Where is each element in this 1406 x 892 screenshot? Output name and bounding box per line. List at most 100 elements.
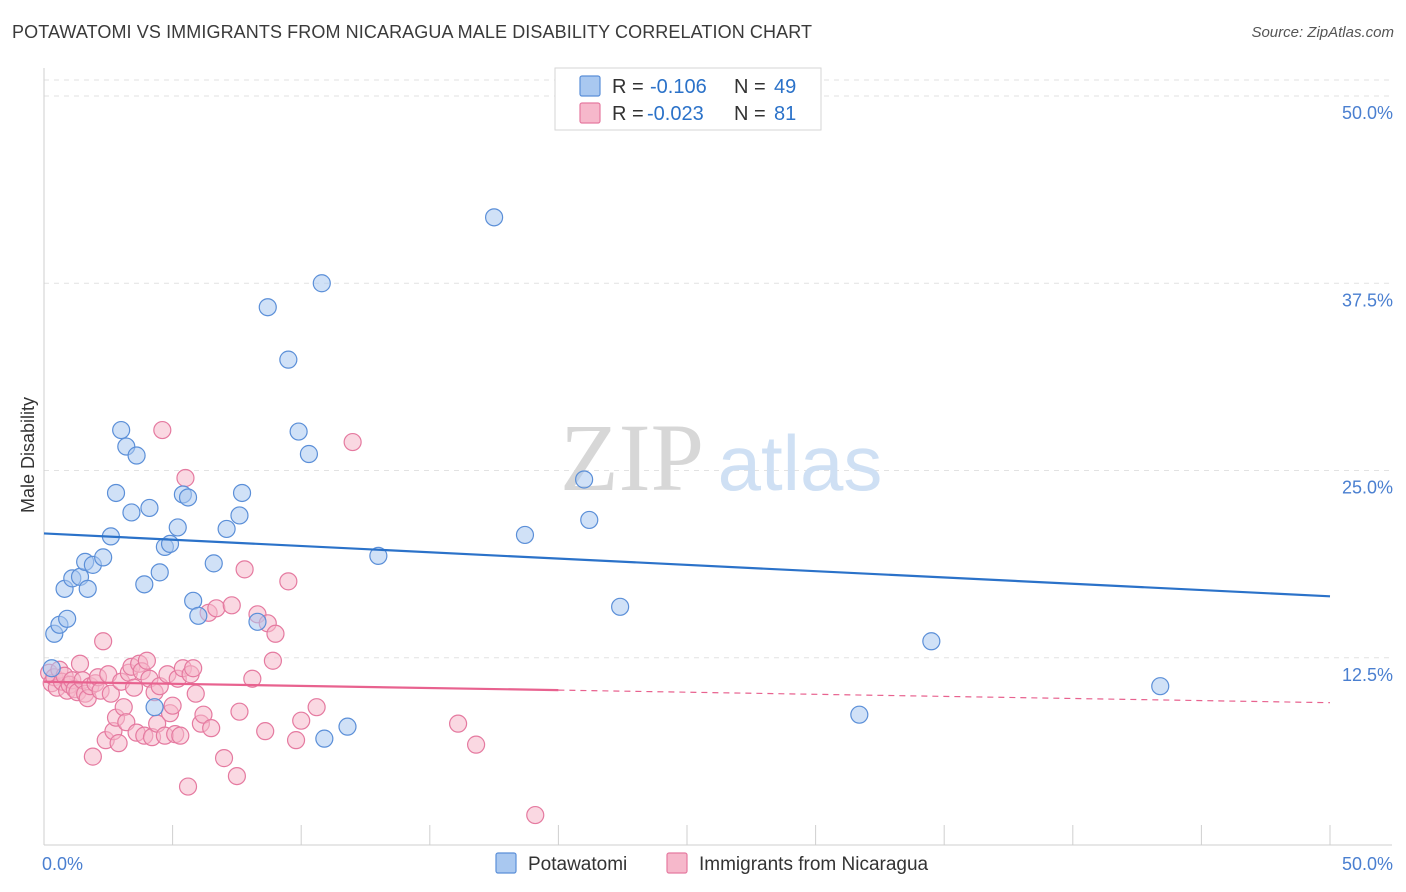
legend-r-label: R =	[612, 76, 644, 98]
potawatomi-point	[94, 548, 113, 567]
nicaragua-point	[214, 749, 234, 768]
nicaragua-point	[227, 766, 246, 786]
potawatomi-point	[230, 506, 249, 525]
potawatomi-point	[58, 609, 77, 628]
potawatomi-point	[204, 554, 223, 573]
nicaragua-point	[184, 659, 203, 678]
legend-swatch-potawatomi	[579, 75, 601, 97]
potawatomi-point	[312, 274, 331, 293]
potawatomi-point	[580, 510, 599, 530]
nicaragua-point	[292, 711, 311, 730]
y-tick-label: 12.5%	[1342, 665, 1393, 685]
potawatomi-point	[299, 444, 319, 464]
nicaragua-point	[448, 714, 468, 733]
potawatomi-point	[485, 208, 504, 227]
trend-line-dashed-pink	[558, 689, 1331, 704]
nicaragua-point	[178, 777, 198, 796]
legend-r-value: -0.106	[650, 76, 707, 98]
potawatomi-point	[42, 659, 61, 678]
nicaragua-point	[114, 698, 133, 717]
potawatomi-point	[315, 729, 334, 748]
trend-line-blue	[43, 532, 1331, 598]
potawatomi-point	[1151, 677, 1170, 696]
x-tick-label: 0.0%	[42, 854, 83, 874]
nicaragua-point	[202, 719, 221, 738]
legend-stats: R = -0.106 N = 49 R = -0.023 N = 81	[554, 67, 822, 131]
nicaragua-point	[256, 722, 275, 741]
nicaragua-point	[466, 735, 486, 754]
watermark-zip: ZIP	[560, 404, 704, 511]
nicaragua-point	[343, 432, 362, 452]
nicaragua-point	[194, 705, 213, 724]
nicaragua-point	[153, 420, 172, 440]
nicaragua-point	[163, 696, 182, 715]
potawatomi-point	[168, 518, 187, 537]
y-tick-label: 37.5%	[1342, 290, 1393, 310]
nicaragua-point	[222, 596, 241, 615]
series-nicaragua-points	[40, 420, 545, 825]
nicaragua-point	[94, 632, 113, 651]
potawatomi-point	[289, 422, 308, 441]
watermark: ZIP atlas	[560, 404, 882, 511]
nicaragua-point	[526, 805, 545, 825]
potawatomi-point	[145, 698, 164, 717]
nicaragua-point	[230, 702, 249, 721]
potawatomi-point	[338, 717, 357, 736]
nicaragua-point	[286, 731, 306, 750]
legend-r-value: -0.023	[647, 103, 704, 125]
nicaragua-point	[83, 747, 102, 766]
nicaragua-point	[109, 734, 128, 753]
potawatomi-point	[922, 632, 941, 651]
nicaragua-point	[137, 651, 156, 670]
potawatomi-point	[150, 563, 169, 582]
nicaragua-point	[176, 468, 195, 488]
potawatomi-point	[140, 498, 159, 518]
y-tick-label: 25.0%	[1342, 478, 1393, 498]
potawatomi-point	[575, 470, 594, 489]
potawatomi-point	[232, 483, 252, 503]
legend-label-nicaragua: Immigrants from Nicaragua	[699, 854, 929, 875]
axes	[43, 68, 1392, 846]
potawatomi-point	[189, 606, 208, 625]
chart-title: POTAWATOMI VS IMMIGRANTS FROM NICARAGUA …	[12, 22, 813, 42]
nicaragua-point	[307, 698, 326, 717]
potawatomi-point	[78, 579, 97, 598]
potawatomi-point	[112, 420, 131, 440]
potawatomi-point	[611, 597, 630, 616]
potawatomi-point	[127, 446, 146, 465]
potawatomi-point	[217, 519, 236, 539]
potawatomi-point	[248, 612, 267, 631]
potawatomi-point	[135, 575, 154, 594]
legend-n-label: N =	[734, 76, 766, 98]
nicaragua-point	[266, 624, 285, 643]
legend-swatch-potawatomi	[495, 852, 517, 874]
nicaragua-point	[171, 726, 190, 745]
y-tick-label: 50.0%	[1342, 103, 1393, 123]
potawatomi-point	[106, 483, 126, 503]
x-tick-label: 50.0%	[1342, 854, 1393, 874]
legend-r-label: R =	[612, 103, 644, 125]
potawatomi-point	[850, 705, 869, 724]
legend-n-value: 81	[774, 103, 796, 125]
nicaragua-point	[279, 572, 298, 591]
nicaragua-point	[235, 560, 254, 579]
nicaragua-point	[186, 684, 205, 703]
potawatomi-point	[515, 525, 535, 545]
watermark-atlas: atlas	[718, 419, 883, 507]
source-credit: Source: ZipAtlas.com	[1251, 24, 1394, 41]
legend-series: Potawatomi Immigrants from Nicaragua	[495, 852, 929, 875]
tick-labels: 12.5% 25.0% 37.5% 50.0% 0.0% 50.0%	[42, 103, 1393, 874]
potawatomi-point	[258, 298, 277, 317]
nicaragua-point	[243, 669, 262, 688]
legend-n-label: N =	[734, 103, 766, 125]
nicaragua-point	[207, 599, 226, 618]
potawatomi-point	[178, 488, 198, 507]
potawatomi-point	[369, 546, 388, 565]
nicaragua-point	[263, 651, 283, 670]
nicaragua-point	[124, 678, 144, 697]
potawatomi-point	[122, 503, 141, 522]
y-axis-label: Male Disability	[18, 397, 38, 513]
legend-label-potawatomi: Potawatomi	[528, 854, 627, 875]
nicaragua-point	[70, 654, 90, 673]
